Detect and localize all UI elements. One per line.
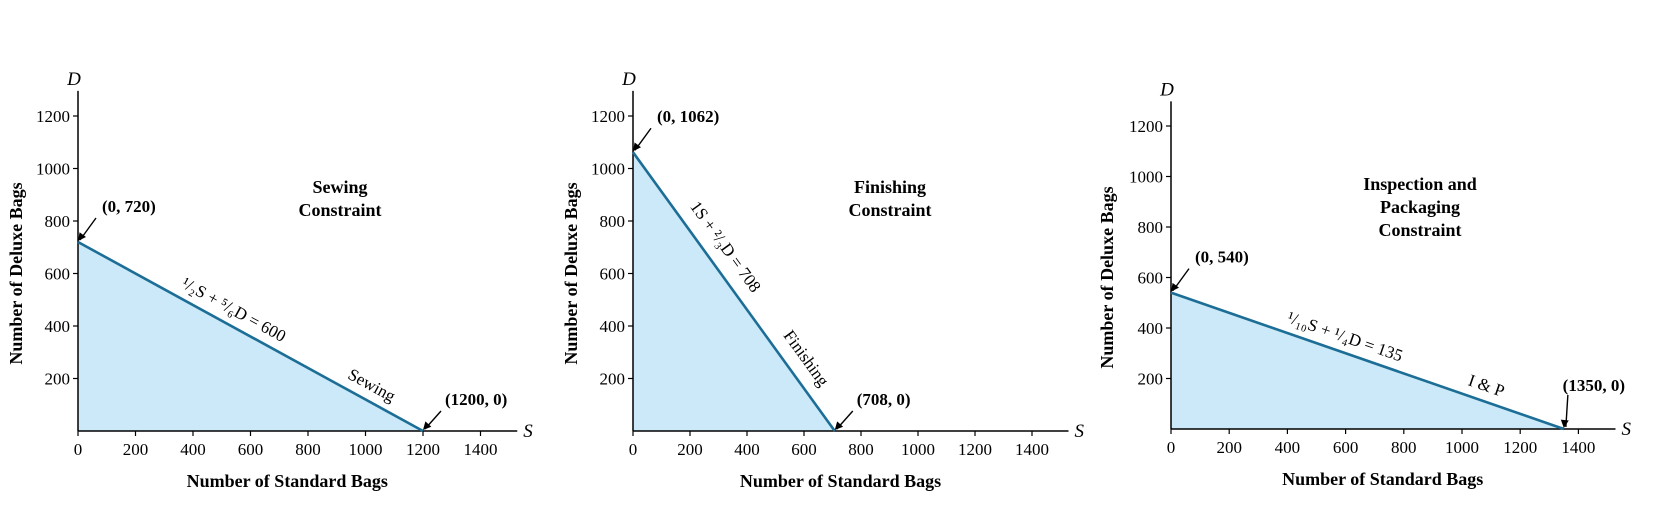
x-axis-title: Number of Standard Bags	[740, 471, 941, 491]
constraint-title-line: Finishing	[854, 177, 926, 197]
x-axis-letter: S	[523, 421, 533, 442]
y-tick-label: 200	[1138, 370, 1164, 389]
point-arrowhead	[423, 421, 432, 430]
y-tick-label: 200	[600, 370, 626, 389]
constraint-line	[1170, 291, 1565, 431]
point-arrowhead	[78, 232, 86, 241]
x-tick-label: 200	[677, 440, 703, 459]
point-arrowhead	[1171, 282, 1179, 292]
x-axis-title: Number of Standard Bags	[187, 471, 388, 491]
x-tick-label: 0	[1167, 438, 1176, 457]
constraint-line	[631, 151, 836, 432]
x-tick-label: 800	[1391, 438, 1417, 457]
point-arrowhead	[633, 142, 641, 152]
y-axis-title: Number of Deluxe Bags	[561, 182, 581, 364]
constraint-line	[77, 240, 424, 433]
y-tick-label: 1200	[36, 107, 70, 126]
point-label: (0, 1062)	[657, 107, 719, 126]
x-tick-label: 1400	[1015, 440, 1049, 459]
constraint-title-line: Inspection and	[1363, 174, 1477, 194]
x-tick-label: 800	[848, 440, 874, 459]
x-tick-label: 400	[734, 440, 760, 459]
x-tick-label: 800	[295, 440, 321, 459]
x-axis-letter: S	[1622, 419, 1632, 440]
x-tick-label: 1400	[1561, 438, 1595, 457]
x-tick-label: 600	[1333, 438, 1359, 457]
x-tick-label: 200	[1216, 438, 1242, 457]
y-tick-label: 400	[600, 317, 626, 336]
y-axis-letter: D	[1159, 79, 1174, 100]
y-axis-title: Number of Deluxe Bags	[6, 182, 26, 364]
x-tick-label: 0	[629, 440, 638, 459]
chart-panel-1: S D 0 200 400 600 800 1000 1200 1400 200 400 600 800 1…	[6, 69, 533, 491]
y-tick-label: 1000	[591, 160, 625, 179]
y-axis-letter: D	[621, 69, 636, 90]
x-axis-title: Number of Standard Bags	[1282, 469, 1483, 489]
constraint-title-line: Constraint	[298, 200, 381, 220]
x-tick-label: 1000	[901, 440, 935, 459]
x-tick-label: 1400	[464, 440, 498, 459]
point-label: (0, 720)	[102, 197, 156, 216]
point-label: (1350, 0)	[1563, 376, 1625, 395]
point-label: (708, 0)	[857, 390, 911, 409]
y-axis-letter: D	[66, 69, 81, 90]
point-label: (1200, 0)	[445, 390, 507, 409]
x-tick-label: 600	[238, 440, 264, 459]
point-arrowhead	[834, 421, 844, 430]
x-tick-label: 1000	[349, 440, 383, 459]
x-tick-label: 1000	[1445, 438, 1479, 457]
x-tick-label: 400	[180, 440, 206, 459]
x-tick-label: 200	[123, 440, 149, 459]
y-axis-title: Number of Deluxe Bags	[1097, 186, 1117, 368]
x-tick-label: 1200	[406, 440, 440, 459]
constraint-title-line: Constraint	[1378, 220, 1461, 240]
y-tick-label: 200	[45, 370, 71, 389]
x-tick-label: 600	[791, 440, 817, 459]
constraint-title-line: Sewing	[312, 177, 367, 197]
y-tick-label: 800	[1138, 218, 1164, 237]
x-axis-letter: S	[1075, 421, 1085, 442]
y-tick-label: 800	[600, 212, 626, 231]
y-tick-label: 600	[600, 265, 626, 284]
y-tick-label: 1000	[36, 160, 70, 179]
x-tick-label: 0	[74, 440, 83, 459]
y-tick-label: 400	[45, 317, 71, 336]
y-tick-label: 600	[1138, 269, 1164, 288]
constraint-title-line: Packaging	[1380, 197, 1460, 217]
y-tick-label: 1000	[1129, 168, 1163, 187]
chart-panel-3: S D 0 200 400 600 800 1000 1200 1400 200 400 600 800 1…	[1097, 79, 1632, 489]
x-tick-label: 400	[1275, 438, 1301, 457]
y-tick-label: 1200	[591, 107, 625, 126]
x-tick-label: 1200	[1503, 438, 1537, 457]
chart-panel-2: S D 0 200 400 600 800 1000 1200 1400 200 400 600 800 1…	[561, 69, 1085, 491]
y-tick-label: 400	[1138, 319, 1164, 338]
x-tick-label: 1200	[958, 440, 992, 459]
y-tick-label: 600	[45, 265, 71, 284]
y-tick-label: 1200	[1129, 117, 1163, 136]
y-tick-label: 800	[45, 212, 71, 231]
point-arrowhead	[1560, 419, 1569, 428]
constraint-title-line: Constraint	[848, 200, 931, 220]
point-label: (0, 540)	[1195, 248, 1249, 267]
